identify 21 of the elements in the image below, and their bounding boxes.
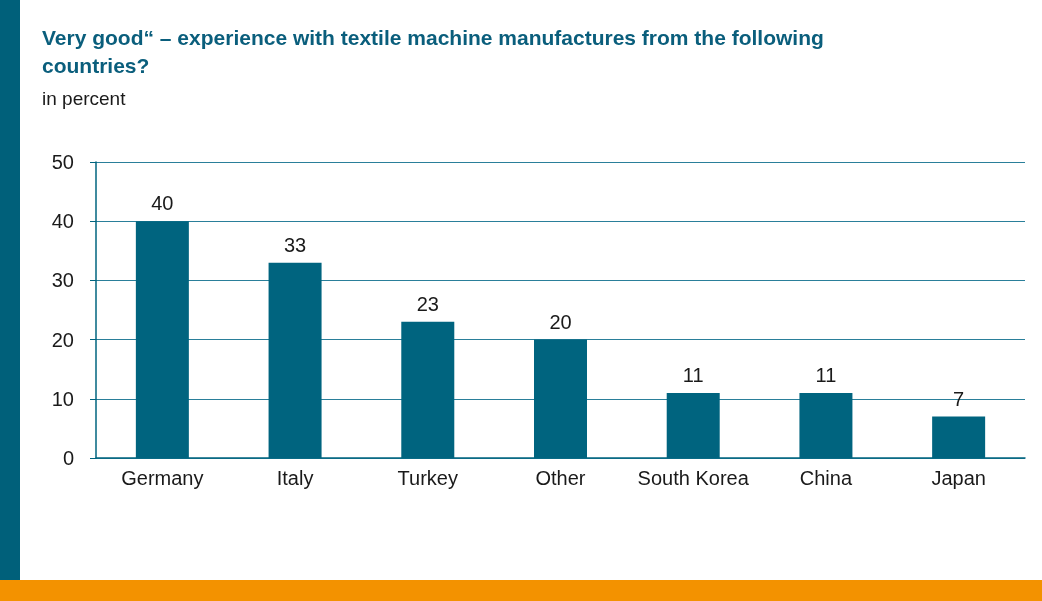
- data-label: 11: [682, 363, 704, 386]
- x-tick-label: Germany: [121, 467, 204, 489]
- data-label: 40: [151, 192, 174, 215]
- data-label: 33: [283, 233, 307, 256]
- y-tick-label: 50: [51, 151, 74, 173]
- x-tick-label: Japan: [931, 467, 986, 489]
- chart-subtitle: in percent: [42, 88, 127, 109]
- x-tick-label: Italy: [276, 467, 314, 489]
- x-tick-label: Other: [535, 467, 586, 489]
- y-tick-label: 10: [51, 387, 74, 410]
- y-tick-label: 30: [51, 269, 74, 292]
- data-label: 20: [549, 310, 572, 333]
- data-label: 23: [416, 292, 439, 315]
- y-tick-label: 0: [62, 447, 74, 469]
- y-tick-label: 20: [51, 328, 74, 351]
- x-tick-label: China: [799, 467, 853, 489]
- y-tick-label: 40: [51, 210, 74, 233]
- chart-title: Very good“ – experience with textile machine manufactures from the following countries?: [42, 25, 830, 77]
- x-tick-label: South Korea: [637, 467, 750, 489]
- data-label: 11: [815, 363, 837, 386]
- x-tick-label: Turkey: [397, 467, 458, 489]
